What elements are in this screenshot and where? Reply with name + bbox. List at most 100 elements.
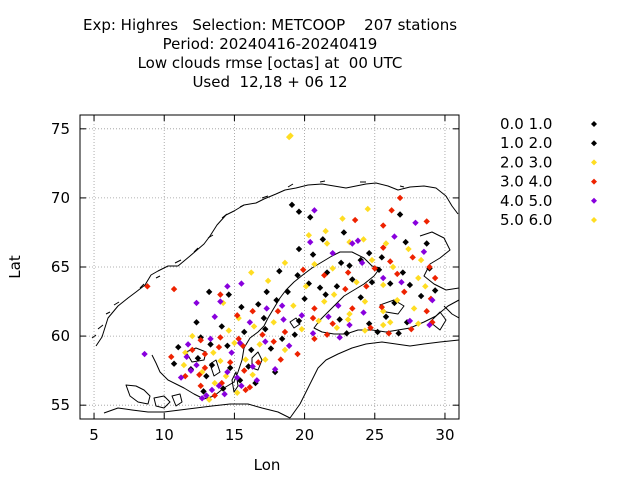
station-point [339,215,346,222]
station-point [253,377,261,384]
axis-ticks: 5 10 15 20 25 30 55 60 65 70 75 [51,115,459,444]
station-point [349,240,356,247]
station-point [219,385,227,392]
station-point [322,227,329,235]
station-point [360,236,367,243]
y-axis-label: Lat [6,255,24,279]
station-point [311,261,318,268]
station-point [415,320,422,327]
title-line-1: Exp: Highres Selection: METCOOP 207 stat… [82,16,458,34]
station-point [276,267,283,275]
station-point [285,342,293,349]
station-point [278,335,286,343]
station-point [364,205,371,213]
station-point [431,274,439,282]
station-point [218,323,225,330]
legend: 0.0 1.01.0 2.02.0 3.0 3.0 4.04.0 5.05.0 6… [500,115,597,229]
station-point [277,356,284,363]
station-point [203,372,210,380]
station-point [201,364,209,372]
station-point [417,256,425,264]
station-point [228,349,235,356]
station-point [224,368,231,376]
station-point [236,339,244,347]
station-point [193,361,200,369]
station-point [387,280,394,287]
station-point [399,269,407,276]
station-point [420,248,428,255]
station-point [224,342,231,349]
station-point [224,283,231,290]
station-point [205,288,213,296]
legend-marker [591,159,597,166]
station-point [246,384,254,391]
title-line-4: Used 12,18 + 06 12 [192,73,348,91]
station-point [329,249,336,257]
station-point [175,343,182,351]
legend-marker [591,140,597,147]
station-point [295,317,303,325]
station-point [280,316,287,323]
station-point [374,328,381,336]
station-point [144,283,151,290]
station-point [329,320,336,327]
x-tick-label: 20 [295,426,314,444]
station-point [378,303,385,311]
station-point [315,317,322,325]
station-point [333,324,341,331]
station-point [264,277,272,285]
station-point [259,331,266,338]
station-point [201,350,209,358]
station-point [234,374,241,381]
station-point [262,356,269,363]
station-point [389,263,397,271]
station-point [426,263,433,271]
station-point [305,232,313,239]
station-point [323,331,331,338]
station-point [380,321,387,329]
station-point [262,325,269,333]
station-point [189,346,196,354]
station-point [294,350,301,358]
station-point [344,316,352,323]
station-point [294,272,301,279]
station-point [329,265,336,272]
station-point [299,266,307,273]
station-point [177,374,185,381]
station-point [311,335,318,343]
station-point [288,201,296,209]
station-point [337,259,345,267]
coastline-map [91,180,459,419]
station-point [285,133,293,141]
station-point [396,194,404,202]
station-point [245,363,252,370]
station-point [278,302,286,309]
station-point [358,259,366,267]
station-point [215,343,223,351]
y-tick-label: 70 [51,189,70,207]
station-point [184,341,192,348]
station-point [207,341,214,348]
station-point [415,274,422,282]
station-point [382,240,390,247]
station-point [423,240,430,247]
station-point [417,292,425,300]
station-point [271,366,279,373]
station-point [234,312,241,319]
station-point [250,323,258,330]
station-point [363,283,370,290]
station-point [319,236,327,243]
station-point [361,327,369,334]
station-point [193,319,200,326]
station-point [234,389,241,396]
station-point [367,324,374,331]
y-tick-label: 65 [51,258,70,276]
station-point [307,214,314,221]
station-point [263,288,270,296]
station-point [340,229,348,236]
station-point [354,237,362,244]
station-point [322,291,329,298]
station-point [255,301,262,308]
station-point [368,279,376,286]
station-point [217,298,224,305]
